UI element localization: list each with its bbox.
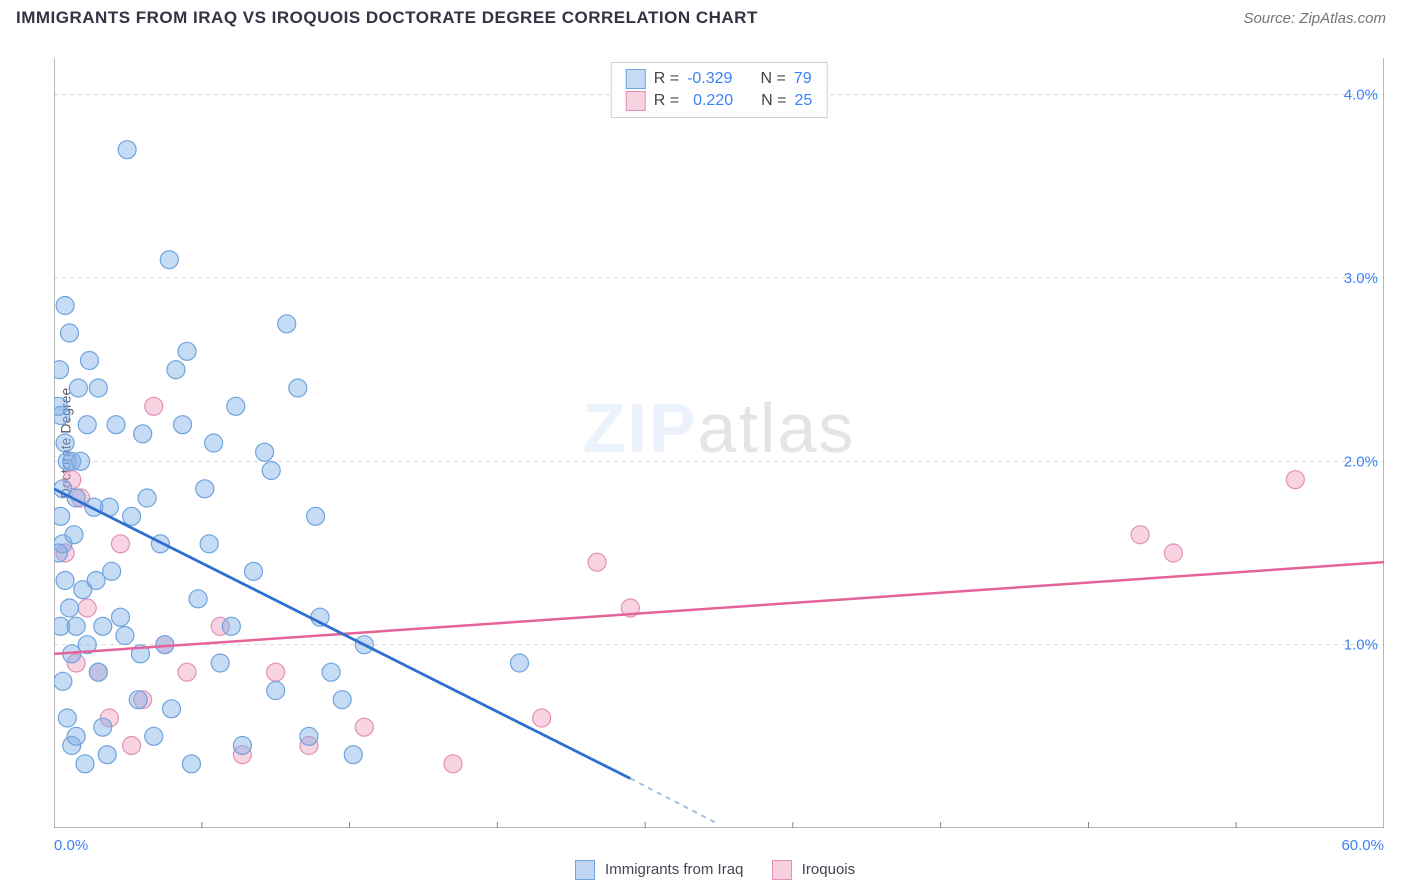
- svg-text:2.0%: 2.0%: [1344, 453, 1378, 470]
- svg-text:4.0%: 4.0%: [1344, 87, 1378, 104]
- legend-swatch-iraq: [626, 69, 646, 89]
- svg-text:1.0%: 1.0%: [1344, 637, 1378, 654]
- correlation-legend: R = -0.329 N = 79 R = 0.220 N = 25: [611, 62, 828, 118]
- chart-title: IMMIGRANTS FROM IRAQ VS IROQUOIS DOCTORA…: [16, 8, 1390, 28]
- r-label: R =: [654, 92, 679, 110]
- r-label: R =: [654, 70, 679, 88]
- x-axis-min-label: 0.0%: [54, 837, 88, 854]
- legend-swatch-iroquois: [626, 91, 646, 111]
- scatter-chart-svg: 1.0% 2.0% 3.0% 4.0%: [54, 58, 1384, 828]
- legend-row-iroquois: R = 0.220 N = 25: [626, 91, 813, 111]
- series-legend: Immigrants from Iraq Iroquois: [0, 860, 1406, 880]
- n-value-iraq: 79: [794, 70, 812, 88]
- n-label: N =: [761, 92, 786, 110]
- x-axis-max-label: 60.0%: [1341, 837, 1384, 854]
- n-label: N =: [760, 70, 785, 88]
- legend-label-iroquois: Iroquois: [802, 861, 855, 878]
- r-value-iraq: -0.329: [687, 70, 732, 88]
- source-attribution: Source: ZipAtlas.com: [1243, 10, 1386, 27]
- svg-text:3.0%: 3.0%: [1344, 270, 1378, 287]
- legend-label-iraq: Immigrants from Iraq: [605, 861, 743, 878]
- chart-area: Doctorate Degree 1.0%2.0%3.0%4.0% ZIPatl…: [54, 58, 1384, 828]
- r-value-iroquois: 0.220: [687, 92, 733, 110]
- legend-swatch-iraq-bottom: [575, 860, 595, 880]
- n-value-iroquois: 25: [794, 92, 812, 110]
- legend-row-iraq: R = -0.329 N = 79: [626, 69, 813, 89]
- legend-swatch-iroquois-bottom: [772, 860, 792, 880]
